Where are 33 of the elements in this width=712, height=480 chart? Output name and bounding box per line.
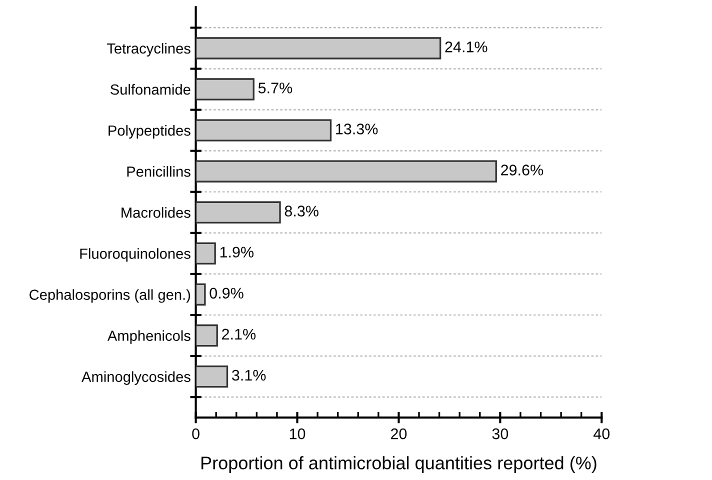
bar	[196, 160, 497, 182]
data-label: 29.6%	[501, 164, 544, 176]
bar	[196, 78, 254, 100]
bar	[196, 324, 218, 347]
data-label: 0.9%	[210, 288, 244, 299]
bar	[196, 119, 332, 142]
y-tick-label: Macrolides	[122, 207, 190, 218]
y-tick-label: Aminoglycosides	[82, 371, 190, 385]
bar	[196, 365, 228, 388]
bar	[196, 201, 281, 224]
x-tick-label: 10	[290, 428, 306, 440]
y-tick-label: Penicillins	[127, 166, 190, 177]
y-tick-label: Polypeptides	[108, 125, 190, 139]
y-tick-label: Sulfonamide	[110, 84, 190, 95]
data-label: 1.9%	[220, 246, 254, 258]
x-tick-label: 30	[492, 428, 508, 440]
x-tick-label: 0	[192, 428, 200, 440]
y-tick-label: Amphenicols	[107, 330, 190, 344]
data-label: 2.1%	[222, 328, 256, 340]
x-tick-label: 40	[593, 428, 610, 440]
y-tick-label: Cephalosporins (all gen.)	[30, 289, 190, 303]
data-label: 5.7%	[258, 82, 292, 94]
data-label: 13.3%	[336, 124, 378, 134]
y-tick-label: Fluoroquinolones	[80, 248, 190, 262]
bar	[196, 283, 206, 306]
bar	[196, 242, 216, 265]
data-label: 24.1%	[445, 42, 488, 52]
x-tick-label: 20	[390, 428, 407, 440]
data-label: 8.3%	[284, 206, 318, 216]
data-label: 3.1%	[232, 370, 266, 381]
y-tick-label: Tetracyclines	[106, 42, 190, 57]
bar	[196, 37, 442, 60]
x-axis-title: Proportion of antimicrobial quantities reported (%)	[202, 456, 596, 473]
